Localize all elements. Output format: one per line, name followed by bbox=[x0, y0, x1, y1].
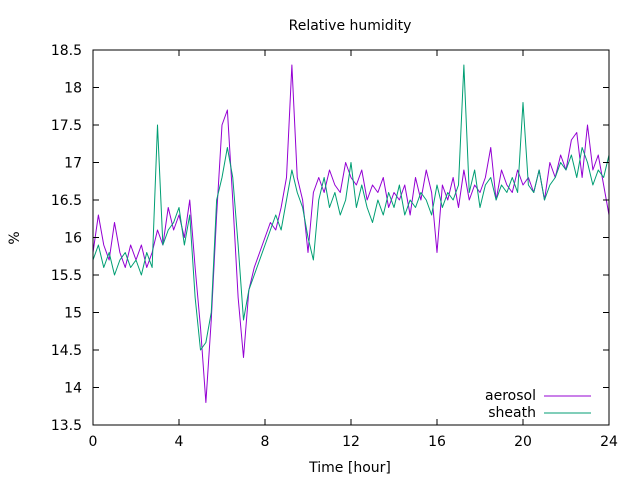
x-tick-label: 24 bbox=[600, 434, 618, 450]
y-tick-label: 18 bbox=[64, 81, 82, 97]
y-tick-label: 15.5 bbox=[51, 268, 82, 284]
series-line-aerosol bbox=[92, 64, 610, 403]
y-tick-label: 16.5 bbox=[51, 193, 82, 209]
legend-label-aerosol: aerosol bbox=[485, 388, 536, 404]
y-tick-label: 16 bbox=[64, 231, 82, 247]
y-tick-label: 17.5 bbox=[51, 118, 82, 134]
x-tick-label: 4 bbox=[175, 434, 184, 450]
series-layer bbox=[92, 64, 610, 403]
legend-label-sheath: sheath bbox=[488, 405, 536, 421]
plot-frame bbox=[92, 49, 610, 426]
y-tick-label: 18.5 bbox=[51, 43, 82, 59]
y-tick-label: 13.5 bbox=[51, 418, 82, 434]
chart-title: Relative humidity bbox=[289, 18, 412, 34]
series-line-sheath bbox=[92, 64, 610, 351]
x-axis-label: Time [hour] bbox=[308, 460, 391, 476]
x-tick-label: 8 bbox=[261, 434, 270, 450]
x-tick-label: 12 bbox=[342, 434, 360, 450]
legend: aerosol sheath bbox=[485, 388, 591, 421]
y-tick-label: 14.5 bbox=[51, 343, 82, 359]
x-tick-label: 20 bbox=[514, 434, 532, 450]
y-tick-label: 15 bbox=[64, 306, 82, 322]
y-axis-label: % bbox=[7, 231, 23, 244]
axis-ticks: 13.5 14 14.5 15 15.5 16 16.5 17 17.5 18 18.5 0 4 8 12 1… bbox=[51, 43, 618, 450]
x-tick-label: 16 bbox=[428, 434, 446, 450]
x-tick-label: 0 bbox=[89, 434, 98, 450]
y-tick-label: 14 bbox=[64, 381, 82, 397]
y-tick-label: 17 bbox=[64, 156, 82, 172]
